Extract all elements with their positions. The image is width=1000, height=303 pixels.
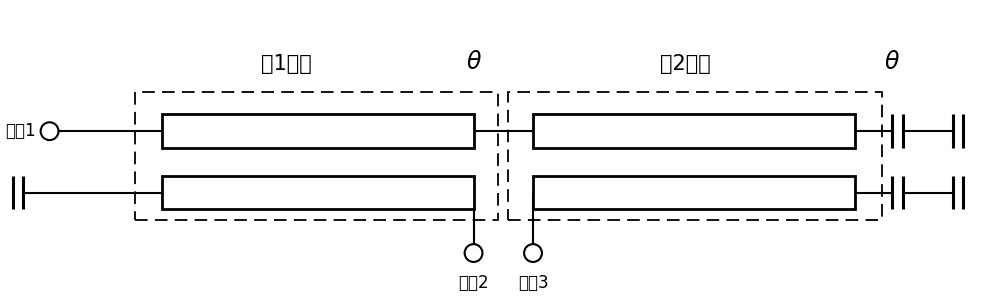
Bar — [162, 176, 474, 209]
Text: 第1部分: 第1部分 — [261, 54, 312, 74]
Bar — [162, 114, 474, 148]
Text: θ: θ — [884, 50, 899, 74]
Bar — [533, 114, 855, 148]
Text: 第2部分: 第2部分 — [660, 54, 710, 74]
Bar — [508, 92, 882, 220]
Bar — [533, 176, 855, 209]
Bar — [135, 92, 498, 220]
Text: 端口3: 端口3 — [518, 274, 548, 292]
Text: 端口1: 端口1 — [5, 122, 36, 140]
Text: θ: θ — [466, 50, 481, 74]
Text: 端口2: 端口2 — [458, 274, 489, 292]
